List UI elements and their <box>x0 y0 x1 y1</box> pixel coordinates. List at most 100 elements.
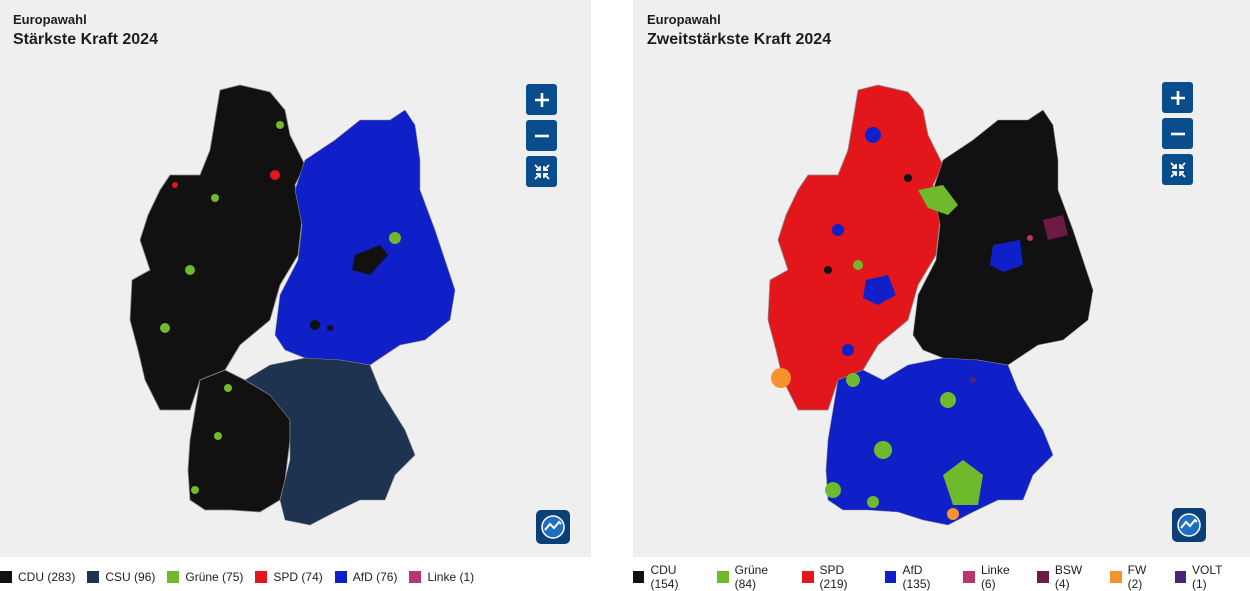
region-green <box>160 323 170 333</box>
region-green <box>846 373 860 387</box>
legend-label: Grüne (75) <box>185 570 244 584</box>
legend-swatch-cdu <box>0 571 12 583</box>
legend-item: Grüne (84) <box>717 563 790 591</box>
region-volt <box>970 377 976 383</box>
region-green <box>191 486 199 494</box>
region-bsw <box>1043 215 1068 240</box>
region-cdu-north-west <box>129 84 306 411</box>
region-green <box>867 496 879 508</box>
region-fw <box>947 508 959 520</box>
legend-label: VOLT (1) <box>1192 563 1223 591</box>
legend-item: CDU (154) <box>633 563 705 591</box>
legend-item: BSW (4) <box>1037 563 1098 591</box>
legend-strongest: CDU (283) CSU (96) Grüne (75) SPD (74) A… <box>0 566 486 588</box>
legend-swatch-spd <box>255 571 268 583</box>
zoom-out-button[interactable] <box>526 120 557 151</box>
zoom-in-button[interactable] <box>1162 82 1193 113</box>
legend-label: Linke (1) <box>427 570 475 584</box>
legend-label: AfD (135) <box>902 563 931 591</box>
zoom-out-button[interactable] <box>1162 118 1193 149</box>
region-spd <box>270 170 280 180</box>
region-afd <box>863 275 896 305</box>
region-green <box>389 232 401 244</box>
legend-item: Grüne (75) <box>167 570 243 584</box>
region-afd <box>842 344 854 356</box>
legend-label: Linke (6) <box>980 563 1010 591</box>
map-panel-second-strongest: Europawahl Zweitstärkste Kraft 2024 <box>633 0 1250 557</box>
panel-title: Stärkste Kraft 2024 <box>13 31 158 48</box>
tagesschau-logo <box>1172 508 1206 542</box>
legend-swatch-afd <box>885 571 897 583</box>
legend-swatch-gruene <box>167 571 180 583</box>
legend-item: SPD (219) <box>802 563 873 591</box>
region-green <box>874 441 892 459</box>
legend-item: Linke (6) <box>963 563 1025 591</box>
legend-item: CSU (96) <box>87 570 155 584</box>
region-csu-bavaria <box>244 357 416 526</box>
region-green <box>211 194 219 202</box>
region-cdu-enclave <box>310 320 320 330</box>
legend-item: FW (2) <box>1110 563 1162 591</box>
legend-swatch-linke <box>963 571 975 583</box>
collapse-icon <box>533 163 550 180</box>
region-green <box>943 460 983 505</box>
region-fw <box>771 368 791 388</box>
region-cdu-enclave <box>327 325 333 331</box>
legend-item: AfD (135) <box>885 563 951 591</box>
legend-swatch-volt <box>1174 571 1186 583</box>
legend-swatch-fw <box>1110 571 1122 583</box>
legend-item: Linke (1) <box>409 570 474 584</box>
region-afd <box>832 224 844 236</box>
map-panel-strongest: Europawahl Stärkste Kraft 2024 <box>0 0 591 557</box>
region-cdu <box>904 174 912 182</box>
legend-label: SPD (219) <box>819 563 848 591</box>
legend-swatch-cdu <box>633 571 645 583</box>
region-green <box>918 185 958 215</box>
legend-swatch-linke <box>409 571 422 583</box>
legend-label: CSU (96) <box>105 570 156 584</box>
region-afd <box>990 240 1023 272</box>
region-spd-north-west <box>767 84 944 411</box>
region-afd <box>865 127 881 143</box>
germany-map-second-strongest[interactable] <box>758 80 1103 532</box>
minus-icon <box>1170 132 1185 135</box>
region-cdu-enclave <box>352 245 388 275</box>
region-spd <box>172 182 178 188</box>
region-green <box>853 260 863 270</box>
region-green <box>185 265 195 275</box>
legend-swatch-gruene <box>717 571 729 583</box>
tagesschau-logo <box>536 510 570 544</box>
region-linke <box>1027 235 1033 241</box>
plus-icon <box>1170 90 1185 105</box>
legend-label: CDU (154) <box>650 563 679 591</box>
reset-view-button[interactable] <box>526 156 557 187</box>
zoom-in-button[interactable] <box>526 84 557 115</box>
tagesschau-globe-icon <box>541 515 565 539</box>
reset-view-button[interactable] <box>1162 154 1193 185</box>
legend-swatch-bsw <box>1037 571 1049 583</box>
plus-icon <box>534 92 549 107</box>
minus-icon <box>534 134 549 137</box>
region-afd-south <box>825 357 1054 526</box>
region-green <box>825 482 841 498</box>
panel-title: Zweitstärkste Kraft 2024 <box>647 31 832 48</box>
legend-item: AfD (76) <box>334 570 398 584</box>
region-green <box>276 121 284 129</box>
legend-item: VOLT (1) <box>1174 563 1238 591</box>
legend-label: Grüne (84) <box>734 563 769 591</box>
legend-label: AfD (76) <box>352 570 398 584</box>
legend-item: SPD (74) <box>255 570 323 584</box>
region-green <box>940 392 956 408</box>
panel-kicker: Europawahl <box>647 12 721 27</box>
legend-label: SPD (74) <box>273 570 323 584</box>
region-cdu-east <box>912 109 1094 366</box>
legend-swatch-csu <box>87 571 100 583</box>
region-cdu <box>824 266 832 274</box>
germany-map-strongest[interactable] <box>120 80 465 532</box>
collapse-icon <box>1169 161 1186 178</box>
legend-label: FW (2) <box>1127 563 1147 591</box>
tagesschau-globe-icon <box>1177 513 1201 537</box>
legend-label: BSW (4) <box>1054 563 1083 591</box>
region-green <box>224 384 232 392</box>
legend-second-strongest: CDU (154) Grüne (84) SPD (219) AfD (135)… <box>633 563 1250 591</box>
